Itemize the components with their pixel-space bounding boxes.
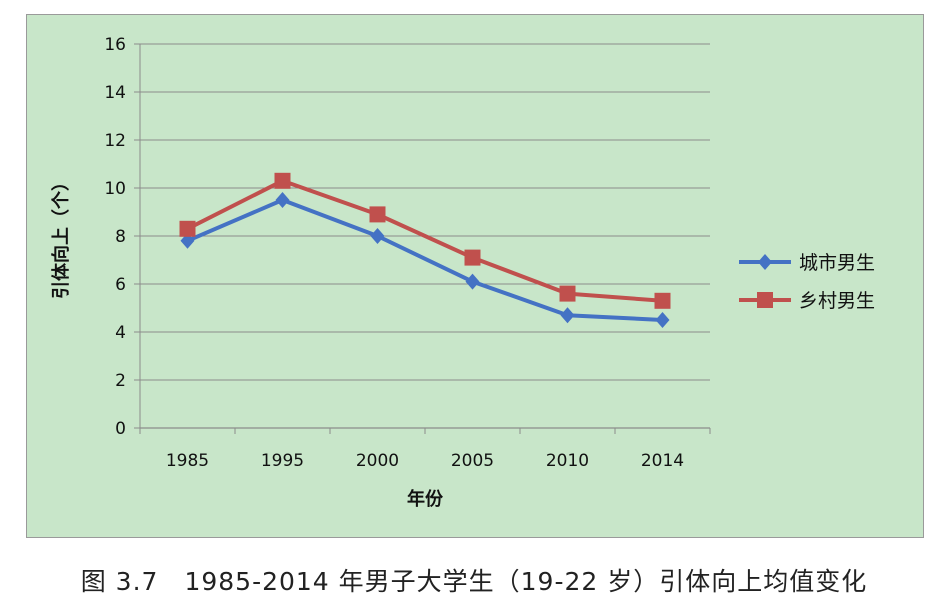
x-tick-label: 2000: [356, 451, 399, 471]
x-tick-label: 2010: [546, 451, 589, 471]
data-point-square: [654, 292, 671, 309]
data-point-square: [559, 285, 576, 302]
data-point-diamond: [560, 307, 575, 324]
y-axis-title: 引体向上（个）: [50, 173, 72, 299]
data-point-diamond: [655, 312, 670, 328]
x-tick-label: 1985: [166, 451, 209, 471]
x-tick-label: 1995: [261, 451, 304, 471]
line-chart: 0 2 4 6 8 10 12 14 16 1985 1995 2000 2005 2010 2014 年份 引…: [50, 35, 875, 510]
x-axis-title: 年份: [407, 488, 444, 510]
y-tick-label: 2: [115, 371, 126, 391]
x-tick-label: 2005: [451, 451, 494, 471]
series-line-1: [185, 198, 665, 322]
data-point-diamond: [275, 192, 290, 208]
y-tick-label: 14: [104, 83, 126, 103]
legend-marker-square: [757, 292, 773, 308]
data-point-square: [179, 220, 196, 237]
y-tick-label: 4: [115, 323, 126, 343]
legend-marker-diamond: [758, 254, 772, 270]
data-point-diamond: [370, 228, 385, 244]
y-tick-label: 6: [115, 275, 126, 295]
chart-panel: 0 2 4 6 8 10 12 14 16 1985 1995 2000 2005 2010 2014 年份 引…: [26, 14, 924, 538]
y-tick-label: 16: [104, 35, 126, 55]
data-point-square: [274, 172, 291, 189]
figure-caption: 图 3.7 1985-2014 年男子大学生（19-22 岁）引体向上均值变化: [80, 567, 868, 596]
x-tick-label: 2014: [641, 451, 684, 471]
y-tick-label: 0: [115, 419, 126, 439]
legend-label: 乡村男生: [799, 290, 875, 312]
y-tick-label: 10: [104, 179, 126, 199]
series-line-2: [185, 178, 665, 303]
y-tick-label: 12: [104, 131, 126, 151]
y-tick-label: 8: [115, 227, 126, 247]
data-point-diamond: [465, 273, 480, 290]
legend-label: 城市男生: [799, 252, 875, 274]
data-point-square: [464, 249, 481, 266]
data-point-square: [369, 206, 386, 223]
